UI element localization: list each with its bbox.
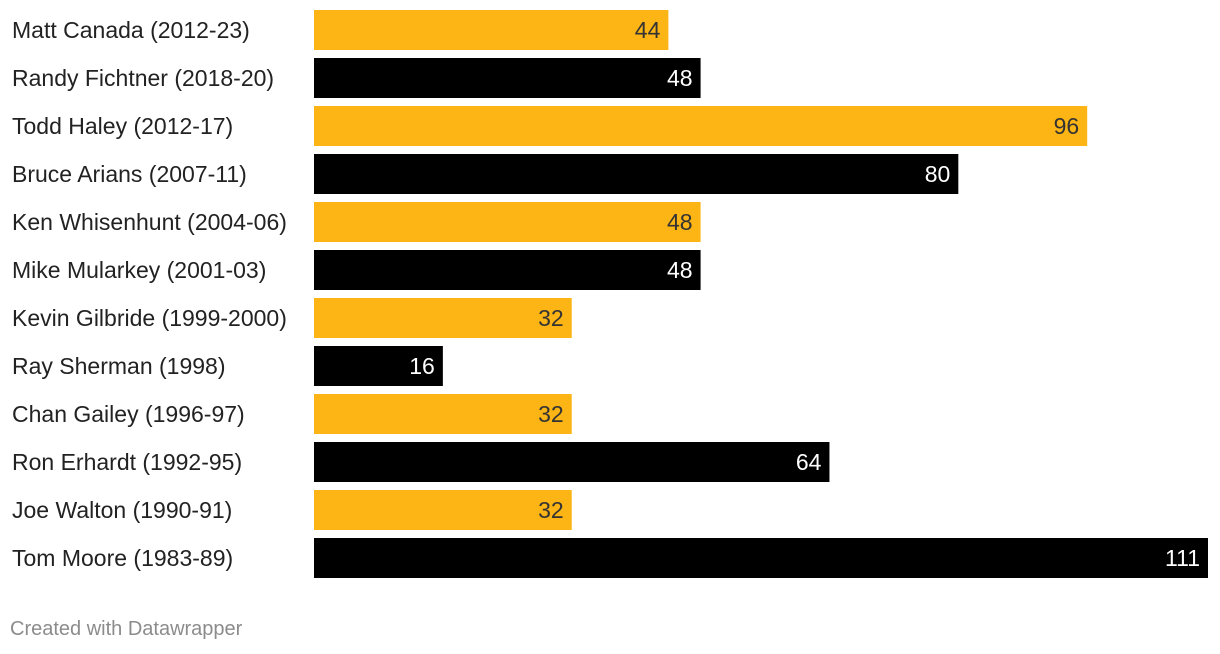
value-label: 111 xyxy=(1165,545,1200,571)
value-label: 48 xyxy=(667,209,693,235)
bar[interactable] xyxy=(314,490,572,530)
bar[interactable] xyxy=(314,154,959,194)
value-label: 32 xyxy=(538,497,564,523)
category-label: Bruce Arians (2007-11) xyxy=(12,161,247,187)
category-label: Ray Sherman (1998) xyxy=(12,353,226,379)
bar[interactable] xyxy=(314,346,443,386)
value-label: 48 xyxy=(667,65,693,91)
category-label: Mike Mularkey (2001-03) xyxy=(12,257,266,283)
bar[interactable] xyxy=(314,58,701,98)
value-label: 80 xyxy=(925,161,951,187)
bar[interactable] xyxy=(314,538,1208,578)
category-label: Tom Moore (1983-89) xyxy=(12,545,233,571)
value-label: 32 xyxy=(538,401,564,427)
category-label: Todd Haley (2012-17) xyxy=(12,113,233,139)
value-label: 16 xyxy=(409,353,435,379)
value-label: 48 xyxy=(667,257,693,283)
bar[interactable] xyxy=(314,442,830,482)
category-label: Kevin Gilbride (1999-2000) xyxy=(12,305,287,331)
category-label: Matt Canada (2012-23) xyxy=(12,17,250,43)
bar[interactable] xyxy=(314,394,572,434)
bar[interactable] xyxy=(314,10,669,50)
value-label: 44 xyxy=(635,17,661,43)
bar[interactable] xyxy=(314,298,572,338)
category-label: Ron Erhardt (1992-95) xyxy=(12,449,242,475)
bar[interactable] xyxy=(314,202,701,242)
value-label: 96 xyxy=(1054,113,1080,139)
bar-chart: Matt Canada (2012-23) 44 Randy Fichtner (2… xyxy=(12,10,1208,578)
footer-credit[interactable]: Created with Datawrapper xyxy=(10,618,243,640)
value-label: 64 xyxy=(796,449,822,475)
category-label: Ken Whisenhunt (2004-06) xyxy=(12,209,287,235)
category-label: Joe Walton (1990-91) xyxy=(12,497,232,523)
category-label: Randy Fichtner (2018-20) xyxy=(12,65,274,91)
value-label: 32 xyxy=(538,305,564,331)
category-label: Chan Gailey (1996-97) xyxy=(12,401,245,427)
bar[interactable] xyxy=(314,106,1088,146)
bar[interactable] xyxy=(314,250,701,290)
